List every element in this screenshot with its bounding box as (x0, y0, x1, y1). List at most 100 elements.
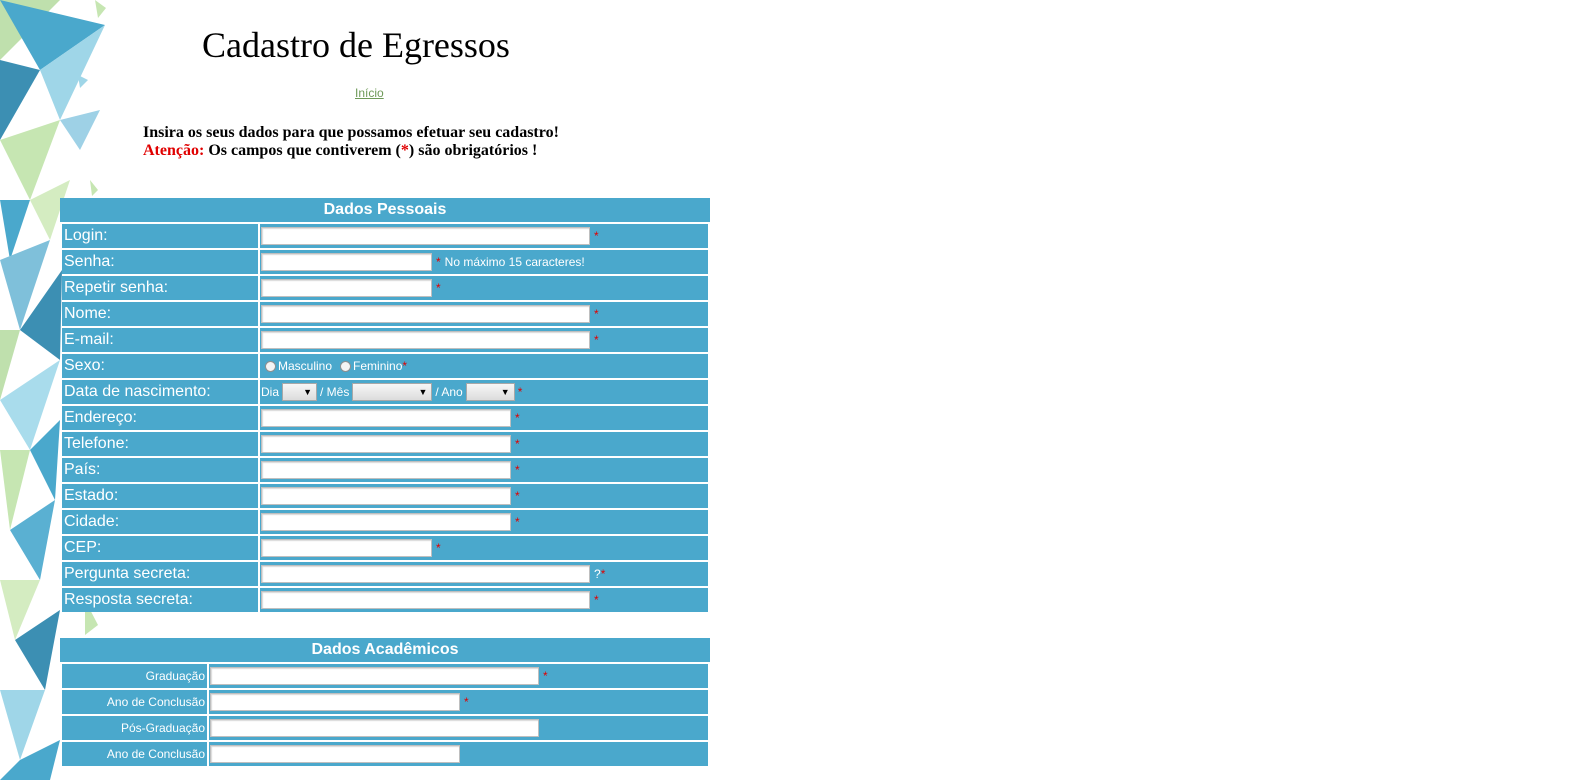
required-mark: * (517, 385, 523, 399)
warning-text-a: Os campos que contiverem ( (204, 142, 401, 159)
masculino-radio[interactable] (265, 360, 276, 372)
required-mark: * (594, 593, 599, 607)
cidade-label: Cidade: (62, 510, 258, 534)
required-notice: Atenção: Os campos que contiverem (*) sã… (143, 142, 559, 160)
ano-select[interactable]: ▼ (465, 383, 515, 401)
academic-data-panel: Dados Acadêmicos Graduação * Ano de Conc… (60, 638, 710, 768)
cidade-row: Cidade: * (60, 510, 710, 534)
dia-label: Dia (261, 385, 280, 399)
login-input[interactable] (261, 227, 590, 245)
chevron-down-icon: ▼ (500, 387, 510, 397)
feminino-radio[interactable] (340, 360, 352, 372)
pergunta-label: Pergunta secreta: (62, 562, 258, 586)
telefone-input[interactable] (261, 435, 511, 453)
required-mark: * (515, 489, 520, 503)
page-title: Cadastro de Egressos (202, 25, 510, 65)
graduacao-row: Graduação * (60, 664, 710, 688)
repetir-senha-row: Repetir senha: * (60, 276, 710, 300)
chevron-down-icon: ▼ (303, 387, 313, 397)
pergunta-input[interactable] (261, 565, 590, 583)
login-row: Login: * (60, 224, 710, 248)
senha-row: Senha: * No máximo 15 caracteres! (60, 250, 710, 274)
required-mark: * (515, 411, 520, 425)
nascimento-label: Data de nascimento: (62, 380, 258, 404)
pos-ano-conclusao-label: Ano de Conclusão (62, 742, 207, 766)
endereco-row: Endereço: * (60, 406, 710, 430)
pais-label: País: (62, 458, 258, 482)
pos-graduacao-input[interactable] (210, 719, 539, 737)
email-label: E-mail: (62, 328, 258, 352)
sexo-row: Sexo: Masculino Feminino * (60, 354, 710, 378)
estado-label: Estado: (62, 484, 258, 508)
required-mark: * (543, 669, 548, 683)
telefone-label: Telefone: (62, 432, 258, 456)
endereco-label: Endereço: (62, 406, 258, 430)
masculino-label: Masculino (278, 359, 333, 373)
feminino-label: Feminino (353, 359, 403, 373)
required-mark: * (436, 541, 441, 555)
graduacao-label: Graduação (62, 664, 207, 688)
required-mark: * (594, 229, 599, 243)
pos-graduacao-row: Pós-Graduação (60, 716, 710, 740)
pergunta-row: Pergunta secreta: ? * (60, 562, 710, 586)
resposta-label: Resposta secreta: (62, 588, 258, 612)
senha-label: Senha: (62, 250, 258, 274)
senha-note: No máximo 15 caracteres! (444, 255, 585, 269)
nome-row: Nome: * (60, 302, 710, 326)
required-mark: * (515, 463, 520, 477)
email-row: E-mail: * (60, 328, 710, 352)
pos-ano-conclusao-input[interactable] (210, 745, 460, 763)
intro-text: Insira os seus dados para que possamos e… (143, 124, 559, 160)
required-mark: * (600, 567, 606, 581)
nome-label: Nome: (62, 302, 258, 326)
cep-label: CEP: (62, 536, 258, 560)
graduacao-input[interactable] (210, 667, 539, 685)
sexo-label: Sexo: (62, 354, 258, 378)
repetir-senha-input[interactable] (261, 279, 432, 297)
required-mark: * (402, 359, 408, 373)
ano-label: / Ano (435, 385, 463, 399)
personal-data-header: Dados Pessoais (60, 198, 710, 222)
warning-text-b: ) são obrigatórios ! (408, 142, 538, 159)
chevron-down-icon: ▼ (418, 387, 428, 397)
email-input[interactable] (261, 331, 590, 349)
required-mark: * (464, 695, 469, 709)
required-mark: * (436, 255, 441, 269)
cidade-input[interactable] (261, 513, 511, 531)
warning-star: * (400, 142, 409, 159)
warning-prefix: Atenção: (143, 142, 205, 159)
required-mark: * (594, 333, 599, 347)
repetir-senha-label: Repetir senha: (62, 276, 258, 300)
resposta-row: Resposta secreta: * (60, 588, 710, 612)
estado-input[interactable] (261, 487, 511, 505)
ano-conclusao-label: Ano de Conclusão (62, 690, 207, 714)
pergunta-help-icon[interactable]: ? (594, 567, 601, 581)
required-mark: * (594, 307, 599, 321)
telefone-row: Telefone: * (60, 432, 710, 456)
required-mark: * (515, 515, 520, 529)
resposta-input[interactable] (261, 591, 590, 609)
home-link[interactable]: Início (355, 86, 384, 100)
login-label: Login: (62, 224, 258, 248)
mes-label: / Mês (320, 385, 350, 399)
pos-graduacao-label: Pós-Graduação (62, 716, 207, 740)
personal-data-panel: Dados Pessoais Login: * Senha: * No máxim… (60, 198, 710, 614)
endereco-input[interactable] (261, 409, 511, 427)
pos-ano-conclusao-row: Ano de Conclusão (60, 742, 710, 766)
mes-select[interactable]: ▼ (352, 383, 433, 401)
cep-row: CEP: * (60, 536, 710, 560)
required-mark: * (515, 437, 520, 451)
pais-input[interactable] (261, 461, 511, 479)
nascimento-row: Data de nascimento: Dia ▼ / Mês ▼ / Ano … (60, 380, 710, 404)
cep-input[interactable] (261, 539, 432, 557)
estado-row: Estado: * (60, 484, 710, 508)
ano-conclusao-input[interactable] (210, 693, 460, 711)
pais-row: País: * (60, 458, 710, 482)
required-mark: * (436, 281, 441, 295)
nome-input[interactable] (261, 305, 590, 323)
decorative-triangle-pattern (0, 0, 106, 780)
senha-input[interactable] (261, 253, 432, 271)
dia-select[interactable]: ▼ (282, 383, 318, 401)
intro-line: Insira os seus dados para que possamos e… (143, 124, 559, 141)
ano-conclusao-row: Ano de Conclusão * (60, 690, 710, 714)
